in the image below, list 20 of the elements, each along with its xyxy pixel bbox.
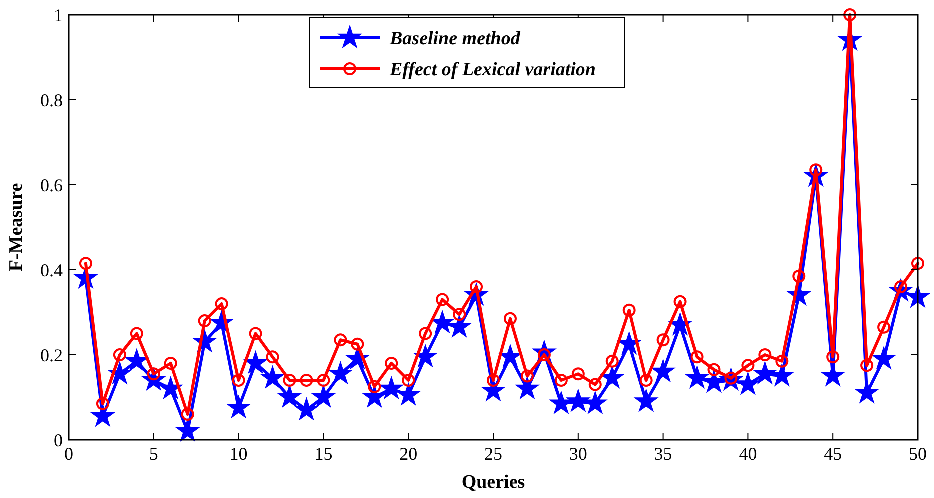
x-tick-label: 15 (314, 444, 333, 464)
legend-label: Effect of Lexical variation (389, 60, 596, 81)
y-axis-title: F-Measure (6, 183, 27, 272)
x-tick-label: 45 (824, 444, 842, 464)
x-tick-label: 30 (569, 444, 588, 464)
x-tick-label: 20 (400, 444, 418, 464)
y-tick-label: 0.4 (40, 260, 63, 280)
y-tick-label: 0.6 (40, 175, 63, 196)
x-tick-label: 25 (484, 444, 502, 464)
y-tick-label: 0 (54, 430, 63, 450)
x-tick-label: 40 (739, 444, 758, 464)
y-tick-label: 1 (54, 5, 63, 26)
y-tick-label: 0.2 (40, 345, 63, 366)
x-tick-label: 5 (149, 444, 158, 464)
y-tick-label: 0.8 (40, 90, 63, 110)
legend-label: Baseline method (389, 28, 521, 50)
x-tick-label: 50 (909, 444, 927, 464)
x-tick-label: 10 (230, 444, 248, 464)
x-axis-title: Queries (462, 472, 526, 493)
x-tick-label: 35 (654, 444, 672, 464)
